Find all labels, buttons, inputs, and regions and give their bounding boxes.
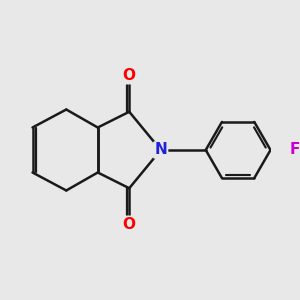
Text: O: O xyxy=(123,217,136,232)
Text: N: N xyxy=(154,142,167,158)
Text: F: F xyxy=(290,142,300,158)
Text: O: O xyxy=(123,68,136,83)
